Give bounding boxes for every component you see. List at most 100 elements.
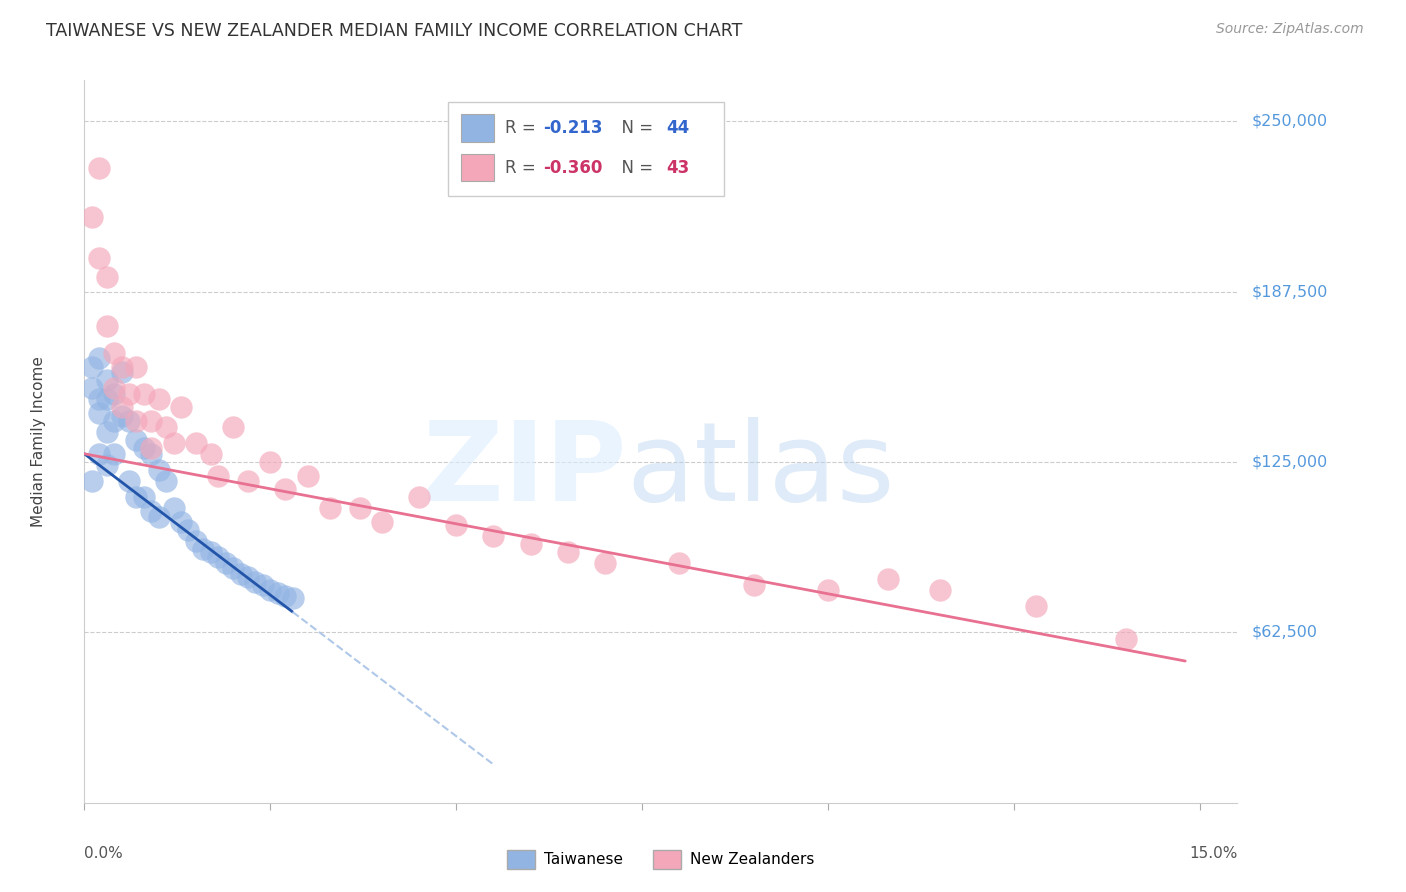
Point [319,501,342,516]
Point [125,359,148,374]
Point [89,351,111,366]
Point [103,387,125,401]
Point [371,515,394,529]
Point [132,491,155,505]
Point [141,447,163,461]
Point [408,491,430,505]
Text: -0.213: -0.213 [543,119,603,137]
Text: N =: N = [612,119,658,137]
Point [132,442,155,456]
Point [110,401,132,415]
Point [200,447,222,461]
Point [274,482,297,496]
Bar [461,114,494,142]
Point [89,392,111,407]
Point [482,528,505,542]
Point [80,381,103,395]
Point [125,433,148,447]
Point [177,523,200,537]
Point [281,591,304,606]
Point [259,455,281,469]
Point [118,387,141,401]
Point [80,474,103,488]
Point [252,577,274,591]
Text: 15.0%: 15.0% [1189,847,1237,861]
Point [349,501,371,516]
Point [162,436,184,450]
Point [1115,632,1137,647]
Text: -0.360: -0.360 [543,159,603,177]
Text: Median Family Income: Median Family Income [31,356,46,527]
Point [96,425,118,439]
Point [593,556,616,570]
Point [200,545,222,559]
Point [96,458,118,472]
Point [170,401,193,415]
Text: Source: ZipAtlas.com: Source: ZipAtlas.com [1216,22,1364,37]
Point [118,414,141,428]
Text: R =: R = [505,159,541,177]
Point [184,436,207,450]
Text: atlas: atlas [626,417,894,524]
Text: $62,500: $62,500 [1251,625,1317,640]
Point [89,447,111,461]
Point [236,474,259,488]
Point [118,474,141,488]
Point [89,406,111,420]
Point [267,586,290,600]
Point [297,468,319,483]
Point [259,583,281,598]
Bar [461,154,494,181]
Bar [447,102,724,196]
Point [155,474,177,488]
Point [148,392,170,407]
Text: 43: 43 [666,159,690,177]
Point [89,251,111,265]
Point [207,468,229,483]
Text: 0.0%: 0.0% [84,847,124,861]
Text: TAIWANESE VS NEW ZEALANDER MEDIAN FAMILY INCOME CORRELATION CHART: TAIWANESE VS NEW ZEALANDER MEDIAN FAMILY… [46,22,742,40]
Point [817,583,839,598]
Legend: Taiwanese, New Zealanders: Taiwanese, New Zealanders [501,844,821,875]
Point [184,534,207,549]
Point [125,414,148,428]
Point [1025,599,1047,614]
Text: ZIP: ZIP [423,417,626,524]
Point [96,318,118,333]
Point [103,414,125,428]
Point [742,577,765,591]
Point [141,504,163,518]
Point [170,515,193,529]
Point [876,572,898,586]
Point [103,447,125,461]
Point [162,501,184,516]
Point [928,583,950,598]
Point [110,359,132,374]
Text: 44: 44 [666,119,690,137]
Point [89,161,111,175]
Text: $187,500: $187,500 [1251,284,1327,299]
Point [207,550,229,565]
Point [668,556,690,570]
Point [141,442,163,456]
Point [96,392,118,407]
Point [274,589,297,603]
Point [155,419,177,434]
Point [557,545,579,559]
Point [80,210,103,224]
Point [148,463,170,477]
Point [141,414,163,428]
Point [519,537,541,551]
Point [148,509,170,524]
Point [103,381,125,395]
Point [132,387,155,401]
Point [446,517,468,532]
Point [222,561,245,575]
Text: $250,000: $250,000 [1251,113,1327,128]
Point [96,373,118,387]
Point [222,419,245,434]
Point [125,491,148,505]
Text: R =: R = [505,119,541,137]
Point [215,556,238,570]
Point [110,409,132,423]
